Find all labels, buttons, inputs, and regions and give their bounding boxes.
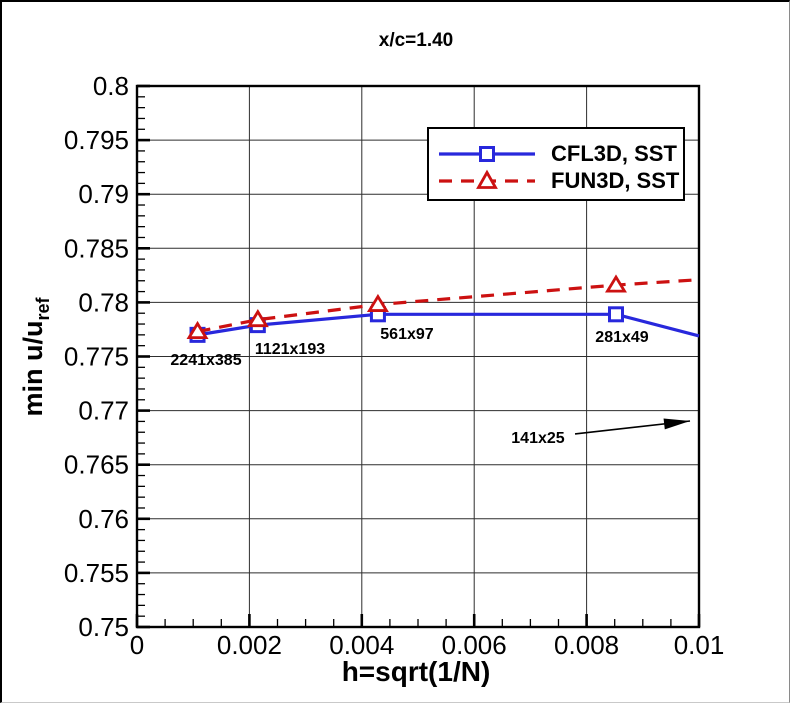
data-marker-triangle bbox=[186, 320, 209, 340]
grid-size-annotation: 561x97 bbox=[380, 326, 433, 343]
x-tick-label: 0 bbox=[130, 630, 144, 660]
y-tick-label: 0.76 bbox=[78, 504, 129, 534]
y-tick-label: 0.8 bbox=[93, 71, 129, 101]
grid-size-annotation: 1121x193 bbox=[255, 341, 325, 358]
legend-line-sample-cfl3d bbox=[439, 145, 535, 162]
grid-size-annotation: 281x49 bbox=[595, 329, 648, 346]
x-tick-label: 0.01 bbox=[674, 630, 725, 660]
y-tick-label: 0.775 bbox=[64, 342, 129, 372]
y-tick-label: 0.75 bbox=[78, 612, 129, 642]
y-tick-label: 0.765 bbox=[64, 450, 129, 480]
legend-label-fun3d: FUN3D, SST bbox=[551, 167, 680, 193]
y-axis-label: min u/uref bbox=[18, 296, 53, 416]
data-marker-triangle bbox=[246, 309, 269, 328]
x-tick-label: 0.006 bbox=[442, 630, 507, 660]
x-axis-label: h=sqrt(1/N) bbox=[341, 656, 491, 687]
y-tick-label: 0.785 bbox=[64, 233, 129, 263]
y-tick-label: 0.79 bbox=[78, 179, 129, 209]
legend-triangle-marker-icon bbox=[476, 169, 498, 189]
y-tick-label: 0.795 bbox=[64, 125, 129, 155]
legend-entry-fun3d: FUN3D, SST bbox=[437, 167, 683, 194]
x-tick-label: 0.004 bbox=[329, 630, 394, 660]
chart-title: x/c=1.40 bbox=[378, 30, 454, 51]
legend-label-cfl3d: CFL3D, SST bbox=[551, 140, 677, 166]
grid-size-annotation: 2241x385 bbox=[170, 352, 241, 369]
y-tick-label: 0.77 bbox=[78, 396, 129, 426]
y-tick-label: 0.755 bbox=[64, 558, 129, 588]
legend-square-marker-icon bbox=[479, 145, 495, 162]
data-marker-triangle bbox=[605, 274, 627, 293]
legend-line-sample-fun3d bbox=[439, 169, 535, 189]
annotation-arrowhead-icon bbox=[663, 418, 691, 430]
legend-entry-cfl3d: CFL3D, SST bbox=[437, 140, 683, 167]
x-tick-label: 0.008 bbox=[554, 630, 619, 660]
legend: CFL3D, SST FUN3D, SST bbox=[427, 127, 685, 201]
y-tick-label: 0.78 bbox=[78, 287, 129, 317]
grid-size-annotation: 141x25 bbox=[511, 430, 564, 447]
data-marker-square bbox=[607, 306, 624, 323]
data-marker-triangle bbox=[366, 293, 389, 312]
x-tick-label: 0.002 bbox=[217, 630, 282, 660]
